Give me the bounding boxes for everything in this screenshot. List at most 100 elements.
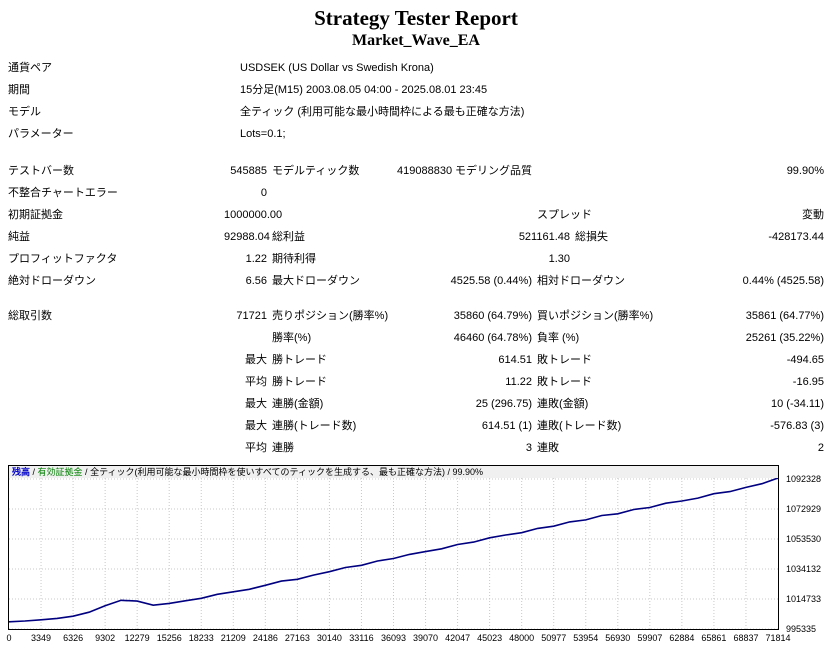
x-axis-label: 30140: [316, 633, 342, 643]
report-label: 連敗(金額): [537, 398, 589, 410]
report-value: 521161.48: [518, 231, 570, 243]
x-axis-label: 68837: [733, 633, 759, 643]
report-value: 4525.58 (0.44%): [450, 275, 532, 287]
report-label: 総取引数: [8, 310, 52, 322]
y-axis-label: 1014733: [786, 594, 822, 604]
x-axis-label: 65861: [701, 633, 727, 643]
report-value: 35860 (64.79%): [453, 310, 532, 322]
report-value: 0.44% (4525.58): [742, 275, 824, 287]
x-axis-label: 3349: [31, 633, 52, 643]
report-row: 最大 勝トレード 614.51 敗トレード -494.65: [8, 349, 824, 371]
report-value: [442, 204, 532, 226]
x-axis-label: 62884: [669, 633, 695, 643]
report-label: 連勝(金額): [272, 398, 324, 410]
x-axis-label: 59907: [637, 633, 663, 643]
report-label: [8, 393, 224, 415]
report-label: 勝トレード: [272, 354, 327, 366]
y-axis-label: 1092328: [786, 474, 822, 484]
report-label: [8, 437, 224, 459]
report-value: -16.95: [792, 376, 824, 388]
report-row: パラメーター Lots=0.1;: [8, 123, 824, 145]
report-row: 平均 連勝 3 連敗 2: [8, 437, 824, 459]
report-label: モデル: [8, 106, 41, 118]
report-value: 1.22: [245, 253, 267, 265]
report-value: -428173.44: [768, 231, 824, 243]
report-value: 2: [817, 442, 824, 454]
x-axis-label: 6326: [63, 633, 84, 643]
report-label: [570, 248, 725, 270]
report-value: [224, 327, 267, 349]
x-axis-label: 18233: [188, 633, 214, 643]
chart-legend: 残高 / 有効証拠金 / 全ティック(利用可能な最小時間枠を使いすべてのティック…: [9, 466, 778, 478]
report-label: 連勝(トレード数): [272, 420, 357, 432]
report-label: 相対ドローダウン: [537, 275, 625, 287]
report-label: 期待利得: [272, 253, 316, 265]
report-label: 期間: [8, 84, 30, 96]
report-row: プロフィットファクタ 1.22 期待利得 1.30: [8, 248, 824, 270]
x-axis-label: 56930: [605, 633, 631, 643]
report-value: 10 (-34.11): [771, 398, 824, 410]
report-value: 46460 (64.78%): [453, 332, 532, 344]
report-value: [580, 182, 824, 204]
report-value: Lots=0.1;: [240, 128, 286, 140]
report-label: 絶対ドローダウン: [8, 275, 96, 287]
report-value: 25 (296.75): [475, 398, 532, 410]
report-label: 通貨ペア: [8, 62, 52, 74]
report-value: 35861 (64.77%): [745, 310, 824, 322]
report-title: Strategy Tester Report: [314, 6, 518, 30]
balance-chart-svg: [9, 477, 778, 629]
report-label: [8, 327, 224, 349]
report-value: 平均: [245, 442, 267, 454]
report-value: 614.51 (1): [481, 420, 532, 432]
x-axis-label: 21209: [220, 633, 246, 643]
report-label: 勝率(%): [272, 332, 312, 344]
report-row: 平均 勝トレード 11.22 敗トレード -16.95: [8, 371, 824, 393]
x-axis-label: 12279: [124, 633, 150, 643]
x-axis-label: 39070: [413, 633, 439, 643]
legend-separator: /: [82, 467, 91, 477]
report-value: 平均: [245, 376, 267, 388]
report-value: 1.30: [548, 253, 570, 265]
report-label: パラメーター: [8, 128, 74, 140]
report-value: USDSEK (US Dollar vs Swedish Krona): [240, 62, 434, 74]
report-value: 最大: [245, 398, 267, 410]
x-axis-label: 48000: [509, 633, 535, 643]
legend-separator: /: [445, 467, 453, 477]
report-label: 連敗: [537, 442, 559, 454]
report-row: 不整合チャートエラー 0: [8, 182, 824, 204]
report-row: 純益 92988.04 総利益 521161.48 総損失 -428173.44: [8, 226, 824, 248]
report-value: 6.56: [245, 275, 267, 287]
report-label: [267, 182, 397, 204]
x-axis-label: 53954: [573, 633, 599, 643]
report-row: 勝率(%) 46460 (64.78%) 負率 (%) 25261 (35.22%): [8, 327, 824, 349]
balance-chart-area: 残高 / 有効証拠金 / 全ティック(利用可能な最小時間枠を使いすべてのティック…: [6, 465, 824, 645]
report-value: 1000000.00: [224, 209, 283, 221]
report-row: 最大 連勝(金額) 25 (296.75) 連敗(金額) 10 (-34.11): [8, 393, 824, 415]
report-value: -576.83 (3): [770, 420, 824, 432]
report-label: 純益: [8, 231, 30, 243]
report-row: 絶対ドローダウン 6.56 最大ドローダウン 4525.58 (0.44%) 相対ドロー…: [8, 270, 824, 292]
report-row: モデル 全ティック (利用可能な最小時間枠による最も正確な方法): [8, 101, 824, 123]
x-axis-label: 42047: [445, 633, 471, 643]
report-row: 通貨ペア USDSEK (US Dollar vs Swedish Krona): [8, 57, 824, 79]
report-label: 連勝: [272, 442, 294, 454]
report-label: [8, 371, 224, 393]
report-label: 連敗(トレード数): [537, 420, 622, 432]
report-value: 99.90%: [786, 165, 824, 177]
report-value: 71721: [236, 310, 267, 322]
balance-line: [9, 477, 778, 623]
x-axis-label: 71814: [765, 633, 791, 643]
report-value: 614.51: [498, 354, 532, 366]
report-label: プロフィットファクタ: [8, 253, 118, 265]
table-spacer: [8, 145, 824, 160]
report-value: 419088830: [397, 165, 453, 177]
y-axis-label: 1053530: [786, 534, 822, 544]
report-row: 期間 15分足(M15) 2003.08.05 04:00 - 2025.08.0…: [8, 79, 824, 101]
x-axis-label: 9302: [95, 633, 116, 643]
report-label: 総利益: [272, 231, 305, 243]
x-axis-label: 50977: [541, 633, 567, 643]
report-label: テストバー数: [8, 165, 74, 177]
report-label: モデリング品質: [455, 165, 532, 177]
report-label: [450, 182, 580, 204]
strategy-tester-report: Strategy Tester Report Market_Wave_EA 通貨…: [6, 6, 824, 645]
